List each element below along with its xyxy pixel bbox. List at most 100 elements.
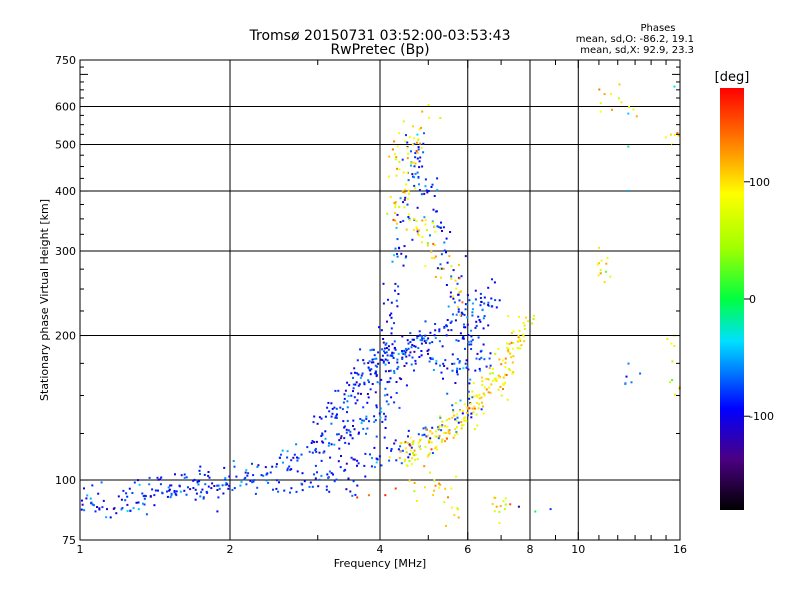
data-point: [326, 406, 329, 409]
data-point: [342, 401, 345, 404]
data-point: [434, 323, 437, 325]
axis-ticks: [79, 59, 681, 541]
data-point: [320, 474, 323, 477]
data-point: [376, 381, 379, 384]
data-point: [327, 444, 330, 447]
data-point: [481, 309, 484, 312]
data-point: [503, 508, 506, 511]
data-point: [383, 412, 385, 415]
data-point: [502, 376, 505, 379]
data-point: [352, 419, 355, 422]
data-point: [451, 353, 454, 356]
data-point: [416, 206, 419, 209]
data-point: [96, 506, 98, 508]
data-point: [412, 125, 414, 128]
data-point: [207, 474, 210, 477]
data-point: [666, 337, 669, 340]
data-point: [480, 408, 483, 411]
x-tick-label: 10: [571, 543, 585, 556]
data-point: [133, 481, 136, 484]
data-point: [407, 192, 410, 195]
data-point: [393, 254, 395, 257]
data-point: [424, 265, 427, 268]
data-point: [419, 439, 422, 442]
data-point: [398, 406, 401, 409]
data-point: [81, 499, 83, 502]
data-point: [462, 410, 464, 412]
data-point: [374, 364, 377, 367]
data-point: [402, 219, 405, 222]
data-point: [265, 479, 268, 482]
data-point: [396, 167, 398, 170]
data-point: [380, 378, 383, 381]
data-point: [511, 372, 514, 375]
data-point: [105, 516, 108, 519]
data-point: [126, 495, 129, 498]
data-point: [120, 498, 123, 501]
data-point: [326, 473, 329, 476]
data-point: [402, 190, 405, 193]
data-point: [221, 484, 224, 487]
data-point: [459, 409, 461, 412]
data-point: [195, 492, 198, 495]
data-point: [109, 516, 112, 519]
data-point: [421, 337, 424, 340]
data-point: [458, 361, 461, 364]
data-point: [402, 201, 405, 204]
data-point: [475, 324, 478, 327]
data-point: [454, 319, 457, 322]
data-point: [518, 315, 520, 318]
data-point: [394, 348, 397, 351]
data-point: [456, 282, 459, 285]
data-point: [435, 359, 438, 362]
data-point: [393, 401, 396, 404]
data-point: [456, 373, 459, 376]
data-point: [364, 475, 367, 478]
data-point: [380, 329, 383, 332]
data-point: [387, 403, 390, 406]
data-point: [290, 468, 293, 471]
data-point: [491, 372, 494, 375]
data-point: [320, 417, 323, 420]
data-point: [442, 377, 444, 380]
data-point: [468, 382, 471, 385]
data-point: [198, 469, 201, 472]
data-point: [385, 347, 388, 349]
data-point: [401, 335, 404, 338]
data-point: [367, 362, 370, 364]
data-point: [427, 352, 429, 355]
data-point: [406, 339, 409, 342]
data-point: [459, 399, 462, 402]
data-point: [438, 486, 441, 489]
data-point: [497, 374, 500, 377]
data-point: [383, 394, 386, 397]
data-point: [509, 352, 512, 355]
data-point: [160, 476, 163, 479]
data-point: [196, 482, 199, 484]
data-point: [442, 362, 445, 365]
data-point: [323, 450, 326, 453]
data-point: [413, 369, 415, 372]
data-point: [409, 436, 412, 439]
data-point: [434, 447, 437, 450]
data-point: [635, 115, 638, 118]
data-point: [455, 431, 458, 434]
data-point: [346, 419, 349, 422]
data-point: [467, 414, 469, 417]
data-point: [170, 494, 173, 497]
data-point: [454, 428, 457, 431]
data-point: [416, 171, 419, 174]
data-point: [510, 332, 513, 334]
data-point: [245, 483, 248, 486]
x-tick-label: 2: [227, 543, 234, 556]
data-point: [518, 337, 521, 340]
data-point: [406, 171, 409, 174]
data-point: [254, 492, 257, 495]
data-point: [404, 256, 407, 259]
data-point: [408, 453, 411, 456]
y-tick-label: 300: [55, 245, 76, 258]
data-point: [454, 418, 457, 421]
data-point: [143, 494, 146, 497]
data-point: [372, 361, 375, 364]
data-point: [453, 301, 456, 304]
